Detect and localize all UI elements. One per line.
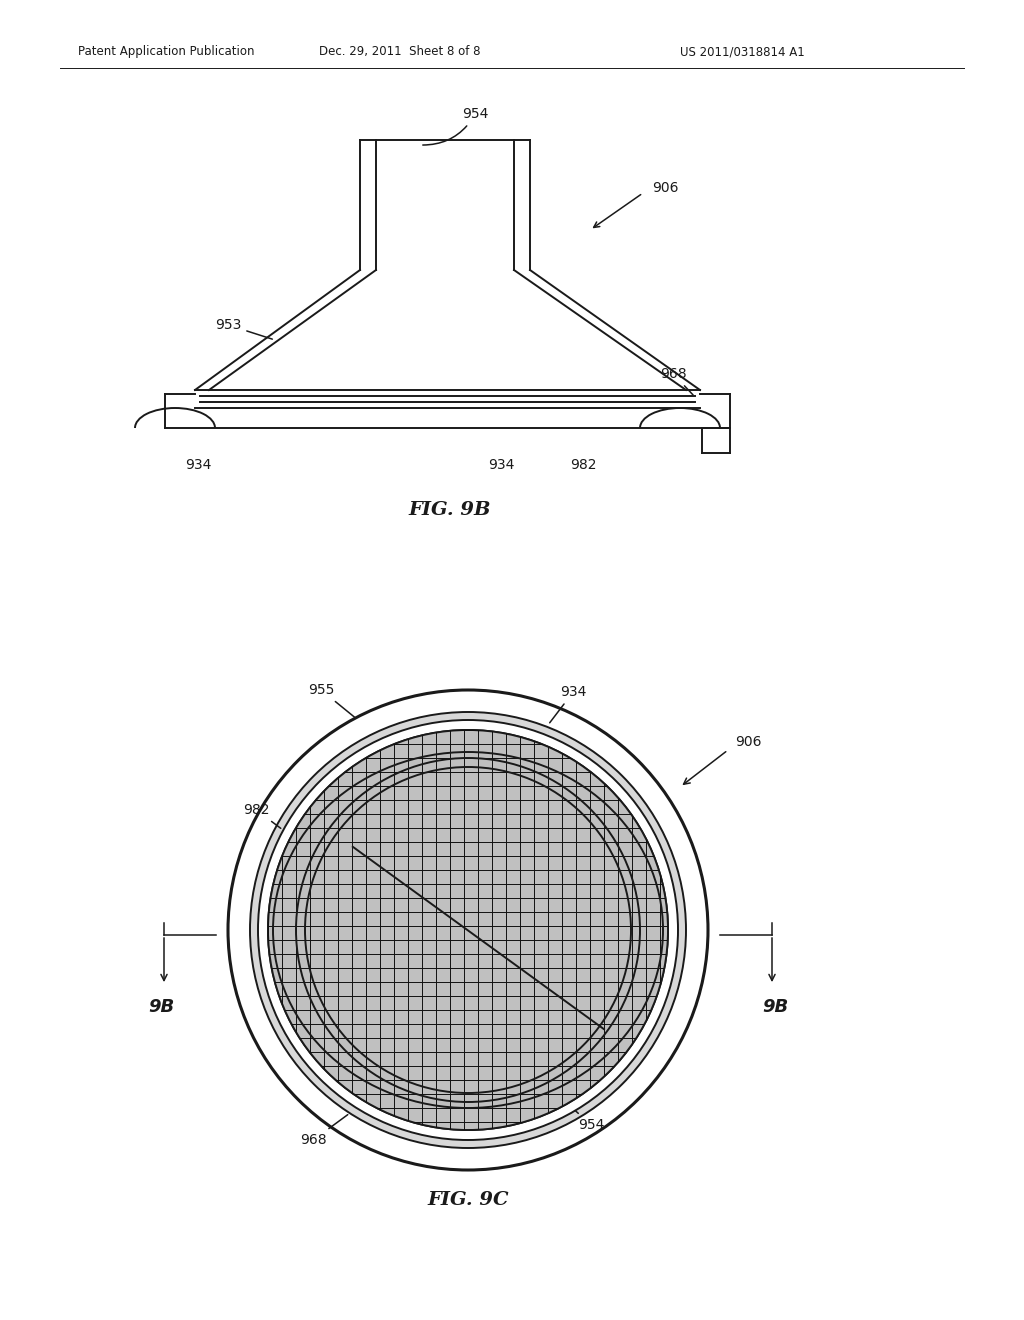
Text: 954: 954 <box>560 1097 604 1133</box>
Text: 906: 906 <box>652 181 679 195</box>
Text: 934: 934 <box>488 458 514 473</box>
Circle shape <box>268 730 668 1130</box>
Text: 953: 953 <box>215 318 272 339</box>
Text: 968: 968 <box>660 367 693 395</box>
Circle shape <box>228 690 708 1170</box>
Text: 934: 934 <box>550 685 587 723</box>
Text: US 2011/0318814 A1: US 2011/0318814 A1 <box>680 45 805 58</box>
Text: 982: 982 <box>570 458 597 473</box>
Circle shape <box>258 719 678 1140</box>
Text: FIG. 9B: FIG. 9B <box>409 502 492 519</box>
Text: 955: 955 <box>308 682 356 718</box>
Circle shape <box>250 711 686 1148</box>
Text: 954: 954 <box>423 107 488 145</box>
Text: 982: 982 <box>243 803 281 829</box>
Circle shape <box>268 730 668 1130</box>
Text: 9B: 9B <box>762 998 788 1016</box>
Text: Dec. 29, 2011  Sheet 8 of 8: Dec. 29, 2011 Sheet 8 of 8 <box>319 45 480 58</box>
Text: 906: 906 <box>735 735 762 748</box>
Text: 968: 968 <box>300 1114 348 1147</box>
Text: 934: 934 <box>185 458 211 473</box>
Text: FIG. 9C: FIG. 9C <box>427 1191 509 1209</box>
Text: 9B: 9B <box>147 998 174 1016</box>
Text: Patent Application Publication: Patent Application Publication <box>78 45 255 58</box>
